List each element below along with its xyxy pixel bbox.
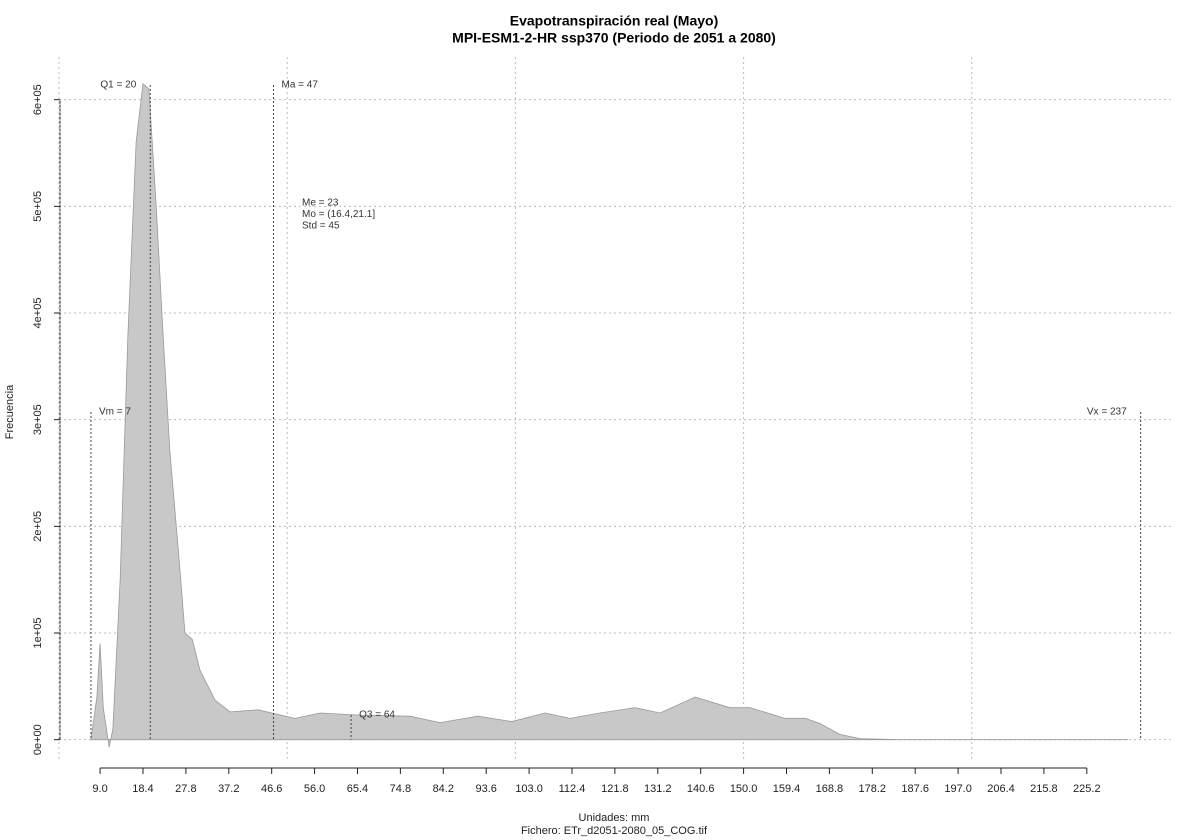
x-tick-label: 121.8 [601,783,629,795]
x-tick-label: 9.0 [92,783,107,795]
x-tick-label: 93.6 [475,783,496,795]
x-tick-label: 84.2 [433,783,454,795]
marker-label: Ma = 47 [282,80,319,91]
marker-label: Q1 = 20 [100,80,136,91]
caption: Fichero: ETr_d2051-2080_05_COG.tif [521,825,708,837]
stat-label: Me = 23 [302,198,339,209]
x-tick-label: 187.6 [901,783,929,795]
x-tick-label: 206.4 [987,783,1015,795]
x-tick-label: 18.4 [132,783,153,795]
x-tick-label: 46.6 [261,783,282,795]
density-area [90,82,1128,748]
y-axis-label: Frecuencia [4,384,16,439]
stat-label: Std = 45 [302,221,340,232]
y-tick-label: 2e+05 [32,511,44,542]
x-tick-label: 197.0 [944,783,972,795]
y-tick-label: 3e+05 [32,404,44,435]
x-tick-label: 37.2 [218,783,239,795]
stat-label: Mo = (16.4,21.1] [302,209,375,220]
marker-label: Q3 = 64 [359,710,395,721]
x-tick-label: 140.6 [687,783,715,795]
x-tick-label: 112.4 [559,783,586,795]
x-tick-label: 131.2 [644,783,672,795]
marker-label: Vm = 7 [99,407,131,418]
x-tick-label: 74.8 [390,783,411,795]
y-tick-label: 6e+05 [32,84,44,115]
x-tick-label: 225.2 [1073,783,1101,795]
x-tick-label: 27.8 [175,783,196,795]
x-tick-label: 65.4 [347,783,368,795]
chart-subtitle: MPI-ESM1-2-HR ssp370 (Periodo de 2051 a … [452,30,776,46]
x-tick-label: 103.0 [515,783,543,795]
y-tick-label: 4e+05 [32,298,44,329]
marker-label: Vx = 237 [1087,407,1127,418]
x-tick-label: 150.0 [730,783,758,795]
chart-title: Evapotranspiración real (Mayo) [510,13,719,29]
y-tick-label: 0e+00 [32,724,44,755]
x-tick-label: 168.8 [816,783,844,795]
x-tick-label: 56.0 [304,783,325,795]
x-axis-label: Unidades: mm [579,812,650,824]
x-tick-label: 215.8 [1030,783,1058,795]
x-tick-label: 159.4 [773,783,801,795]
y-tick-label: 1e+05 [32,618,44,649]
y-tick-label: 5e+05 [32,191,44,222]
x-tick-label: 178.2 [859,783,887,795]
